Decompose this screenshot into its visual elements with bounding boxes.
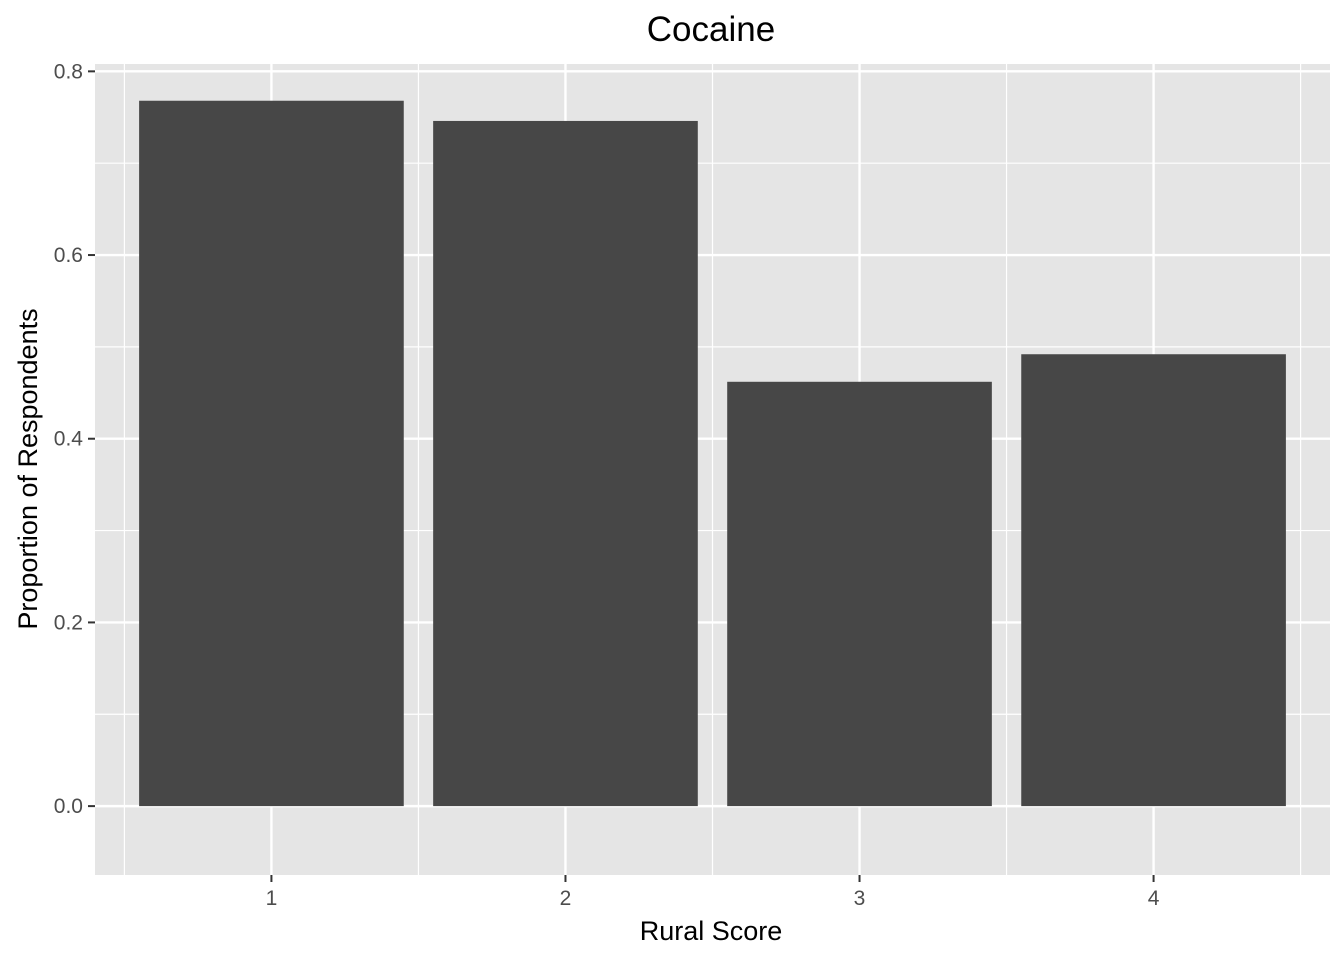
bar-4 [1021, 354, 1286, 807]
x-axis: 1 2 3 4 [266, 875, 1160, 910]
bar-2 [433, 120, 698, 807]
y-tick-label: 0.0 [54, 795, 83, 818]
x-axis-label: Rural Score [640, 916, 783, 946]
bar-3 [727, 381, 992, 807]
y-tick-label: 0.4 [54, 428, 84, 451]
y-tick-label: 0.2 [54, 611, 83, 634]
x-tick-label: 4 [1148, 887, 1160, 910]
x-tick-label: 2 [560, 887, 572, 910]
bars [139, 100, 1286, 807]
x-tick-label: 3 [854, 887, 866, 910]
y-tick-label: 0.6 [54, 244, 83, 267]
y-tick-label: 0.8 [54, 60, 83, 83]
y-axis-label: Proportion of Respondents [13, 308, 43, 629]
y-axis: 0.0 0.2 0.4 0.6 0.8 [54, 60, 95, 818]
chart-title: Cocaine [647, 10, 775, 49]
bar-1 [139, 100, 404, 807]
x-tick-label: 1 [266, 887, 278, 910]
